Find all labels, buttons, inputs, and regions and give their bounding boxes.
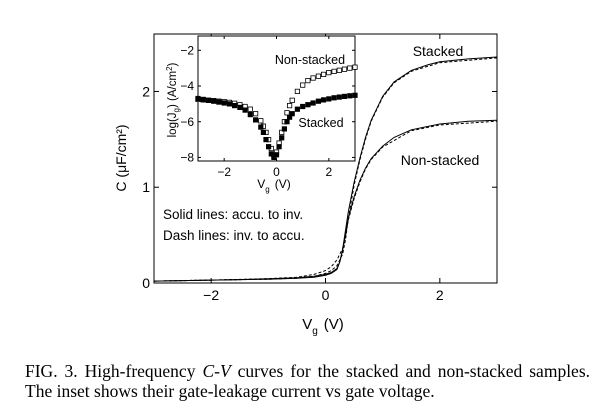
inset-point-stacked (300, 103, 306, 110)
inset-point-stacked (286, 114, 293, 120)
main-y-tick-label: 0 (142, 275, 150, 291)
main-x-axis-label: Vg (V) (302, 316, 344, 337)
inset-point-stacked (276, 144, 282, 150)
main-x-tick-label: 0 (322, 287, 330, 303)
inset-point-stacked (347, 93, 353, 99)
inset-point-stacked (242, 107, 248, 113)
annotation-dash-lines: Dash lines: inv. to accu. (163, 228, 305, 243)
inset-point-stacked (326, 96, 332, 102)
main-cv-chart: −2 0 2 0 1 2 Stacked Non-stacked Solid lines:… (113, 33, 498, 337)
inset-point-non-stacked (252, 111, 259, 117)
inset-y-tick-label: −2 (180, 43, 194, 57)
inset-point-stacked (341, 93, 348, 99)
main-y-tick-label: 1 (142, 179, 150, 195)
main-y-axis-label: C (μF/cm²) (113, 124, 129, 191)
inset-point-stacked (216, 99, 222, 105)
annotation-solid-lines: Solid lines: accu. to inv. (163, 207, 303, 222)
inset-series-label-stacked: Stacked (298, 116, 343, 130)
inset-point-stacked (231, 103, 238, 109)
inset-point-stacked (211, 98, 217, 104)
inset-point-non-stacked (352, 64, 358, 70)
inset-point-non-stacked (305, 78, 311, 84)
inset-point-non-stacked (284, 110, 290, 116)
inset-point-stacked (279, 135, 285, 141)
inset-point-stacked (205, 97, 212, 103)
inset-point-non-stacked (326, 70, 332, 76)
inset-point-non-stacked (331, 68, 337, 74)
inset-point-stacked (263, 136, 269, 143)
inset-point-non-stacked (247, 106, 253, 112)
inset-point-stacked (268, 151, 274, 157)
inset-point-stacked (294, 106, 301, 112)
main-series-label-stacked: Stacked (413, 43, 464, 59)
inset-point-stacked (320, 97, 327, 103)
inset-y-tick-label: −4 (180, 79, 194, 93)
inset-point-stacked (305, 102, 311, 108)
main-x-tick-label: 2 (436, 287, 444, 303)
inset-x-axis-label: Vg (V) (257, 177, 290, 194)
main-series-group (153, 56, 498, 282)
inset-point-non-stacked (294, 88, 301, 94)
inset-point-non-stacked (310, 75, 316, 81)
inset-y-tick-label: −8 (180, 151, 194, 165)
inset-leakage-chart: −2 0 2 −8 −6 −4 −2 Non-stacked Stacked Vg (V) l… (165, 35, 358, 194)
inset-point-stacked (200, 96, 206, 102)
inset-point-stacked (247, 112, 253, 118)
inset-y-axis-label: log(Jg) (A/cm2) (165, 62, 181, 137)
main-y-tick-label: 2 (142, 83, 150, 99)
inset-point-stacked (260, 129, 267, 135)
inset-point-non-stacked (286, 103, 293, 109)
inset-point-stacked (195, 95, 201, 102)
inset-point-stacked (273, 152, 280, 158)
inset-point-non-stacked (315, 73, 322, 79)
inset-point-stacked (315, 98, 322, 104)
main-x-tick-label: −2 (203, 287, 219, 303)
inset-point-non-stacked (289, 97, 295, 103)
caption-part-2: curves for the stacked and non-stacked s… (25, 361, 591, 401)
main-series-label-non-stacked: Non-stacked (401, 152, 480, 168)
main-axis-ticks: −2 0 2 0 1 2 (142, 34, 497, 303)
inset-point-non-stacked (336, 67, 342, 73)
figure-caption: FIG. 3. High-frequency C-V curves for th… (25, 361, 590, 401)
inset-point-non-stacked (347, 65, 353, 71)
inset-point-non-stacked (300, 82, 306, 88)
inset-x-tick-label: 0 (273, 165, 280, 179)
inset-point-stacked (352, 92, 358, 98)
inset-x-tick-label: −2 (217, 165, 231, 179)
cv-figure: −2 0 2 0 1 2 Stacked Non-stacked Solid lines:… (113, 33, 498, 337)
inset-point-stacked (265, 144, 272, 150)
inset-x-tick-label: 2 (325, 165, 332, 179)
main-series-line-4 (153, 120, 498, 282)
inset-point-stacked (281, 126, 288, 132)
inset-point-stacked (289, 111, 295, 117)
inset-axis-ticks: −2 0 2 −8 −6 −4 −2 (180, 36, 355, 179)
inset-series-label-non-stacked: Non-stacked (275, 53, 345, 67)
inset-point-non-stacked (258, 118, 264, 124)
inset-point-stacked (331, 95, 337, 101)
inset-point-stacked (221, 100, 227, 106)
caption-part-1: FIG. 3. High-frequency (25, 361, 203, 381)
inset-point-stacked (284, 119, 290, 125)
inset-point-stacked (226, 101, 232, 107)
inset-point-non-stacked (341, 66, 348, 72)
inset-point-stacked (252, 117, 259, 123)
inset-y-tick-label: −6 (180, 115, 194, 129)
inset-point-stacked (310, 100, 316, 106)
inset-point-non-stacked (320, 71, 327, 77)
inset-point-stacked (336, 94, 342, 100)
caption-italic-cv: C-V (202, 361, 231, 381)
inset-point-non-stacked (279, 129, 285, 135)
inset-point-stacked (258, 124, 264, 130)
inset-point-stacked (237, 104, 243, 110)
inset-series-group (195, 64, 358, 160)
